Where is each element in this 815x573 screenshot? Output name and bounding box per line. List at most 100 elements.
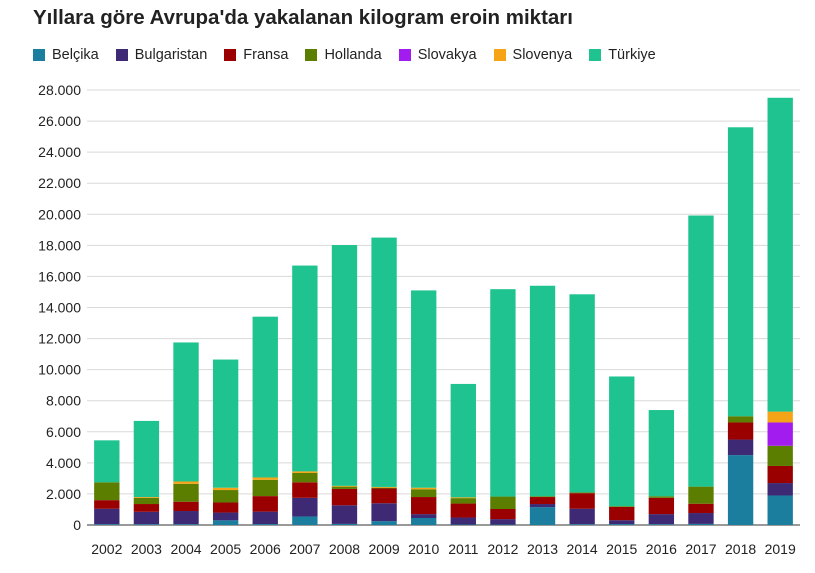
legend-item: Slovakya	[398, 47, 477, 63]
chart-title: Yıllara göre Avrupa'da yakalanan kilogra…	[33, 6, 573, 29]
y-tick-label: 4.000	[46, 455, 81, 471]
bar-segment	[450, 497, 476, 499]
bar-segment	[450, 498, 476, 504]
bar-segment	[609, 506, 635, 521]
bar-segment	[173, 342, 199, 482]
legend-swatch	[589, 49, 602, 61]
bar-segment	[133, 420, 160, 498]
x-tick-label: 2018	[725, 541, 756, 557]
bar-segment	[331, 523, 358, 525]
bar-segment	[94, 508, 120, 525]
bar-segment	[569, 508, 595, 525]
bar-segment	[212, 520, 239, 525]
x-tick-label: 2008	[329, 541, 360, 557]
y-tick-label: 16.000	[38, 268, 81, 284]
bar-segment	[212, 490, 239, 503]
bar-segment	[133, 504, 160, 512]
x-tick-label: 2005	[210, 541, 241, 557]
legend-label: Hollanda	[324, 47, 382, 63]
bar-segment	[727, 439, 754, 456]
legend-label: Bulgaristan	[134, 47, 208, 63]
y-tick-label: 10.000	[38, 362, 81, 378]
bar-segment	[648, 524, 675, 525]
x-tick-label: 2012	[487, 541, 518, 557]
bar-segment	[212, 487, 239, 491]
legend-swatch	[398, 49, 411, 61]
bar-segment	[292, 497, 318, 517]
bar-segment	[94, 440, 120, 483]
bar-segment	[371, 486, 397, 488]
bar-segment	[331, 485, 358, 487]
bar-segment	[648, 497, 675, 515]
bar-segment	[173, 481, 199, 484]
bar-segment	[133, 497, 160, 498]
bar-segment	[292, 471, 318, 473]
bar-segment	[450, 383, 476, 498]
bar-segment	[212, 502, 239, 513]
y-tick-label: 20.000	[38, 206, 81, 222]
bar-segment	[648, 496, 675, 498]
x-tick-label: 2010	[408, 541, 439, 557]
x-tick-label: 2002	[91, 541, 122, 557]
bar-segment	[609, 376, 635, 507]
bar-segment	[252, 316, 278, 478]
x-tick-label: 2006	[250, 541, 281, 557]
bar-segment	[688, 215, 714, 487]
bar-segment	[727, 127, 754, 417]
bar-segment	[371, 521, 397, 525]
bar-segment	[767, 422, 793, 446]
bar-segment	[133, 524, 160, 525]
bar-segment	[767, 97, 793, 412]
bar-segment	[490, 508, 516, 520]
bar-segment	[173, 524, 199, 525]
bar-segment	[371, 488, 397, 504]
bar-segment	[688, 503, 714, 514]
bar-segment	[767, 495, 793, 525]
bar-segment	[450, 517, 476, 525]
x-tick-label: 2007	[289, 541, 320, 557]
legend-label: Türkiye	[608, 47, 656, 63]
bar-segment	[411, 518, 437, 525]
bar-segment	[173, 501, 199, 512]
bar-segment	[292, 482, 318, 498]
bar-segment	[133, 511, 160, 525]
x-tick-label: 2003	[131, 541, 162, 557]
legend-label: Slovenya	[512, 47, 573, 63]
bar-segment	[490, 519, 516, 525]
bar-segment	[411, 514, 437, 519]
legend-swatch	[493, 49, 506, 61]
bar-segment	[411, 290, 437, 488]
y-tick-label: 8.000	[46, 393, 81, 409]
y-tick-label: 0	[73, 517, 81, 533]
legend-swatch	[224, 49, 237, 61]
y-tick-label: 6.000	[46, 424, 81, 440]
y-tick-label: 18.000	[38, 237, 81, 253]
bar-segment	[450, 503, 476, 518]
legend-item: Hollanda	[305, 47, 382, 63]
bar-segment	[133, 497, 160, 505]
bar-segment	[529, 504, 556, 508]
bar-segment	[529, 285, 556, 497]
bar-segment	[94, 500, 120, 509]
x-tick-label: 2017	[685, 541, 716, 557]
bar-segment	[569, 524, 595, 525]
bar-segment	[94, 482, 120, 501]
bar-segment	[212, 359, 239, 488]
bar-segment	[727, 416, 754, 423]
y-tick-label: 12.000	[38, 331, 81, 347]
bar-segment	[609, 506, 635, 507]
bar-segment	[331, 245, 358, 486]
bar-segment	[292, 472, 318, 483]
bar-segment	[688, 513, 714, 524]
x-tick-label: 2013	[527, 541, 558, 557]
bar-segment	[648, 514, 675, 525]
bar-segment	[609, 524, 635, 525]
bar-segment	[371, 503, 397, 522]
x-tick-label: 2009	[369, 541, 400, 557]
y-tick-label: 26.000	[38, 113, 81, 129]
x-tick-label: 2014	[567, 541, 598, 557]
bar-segment	[609, 520, 635, 525]
legend-label: Fransa	[243, 47, 289, 63]
legend-swatch	[115, 49, 128, 61]
